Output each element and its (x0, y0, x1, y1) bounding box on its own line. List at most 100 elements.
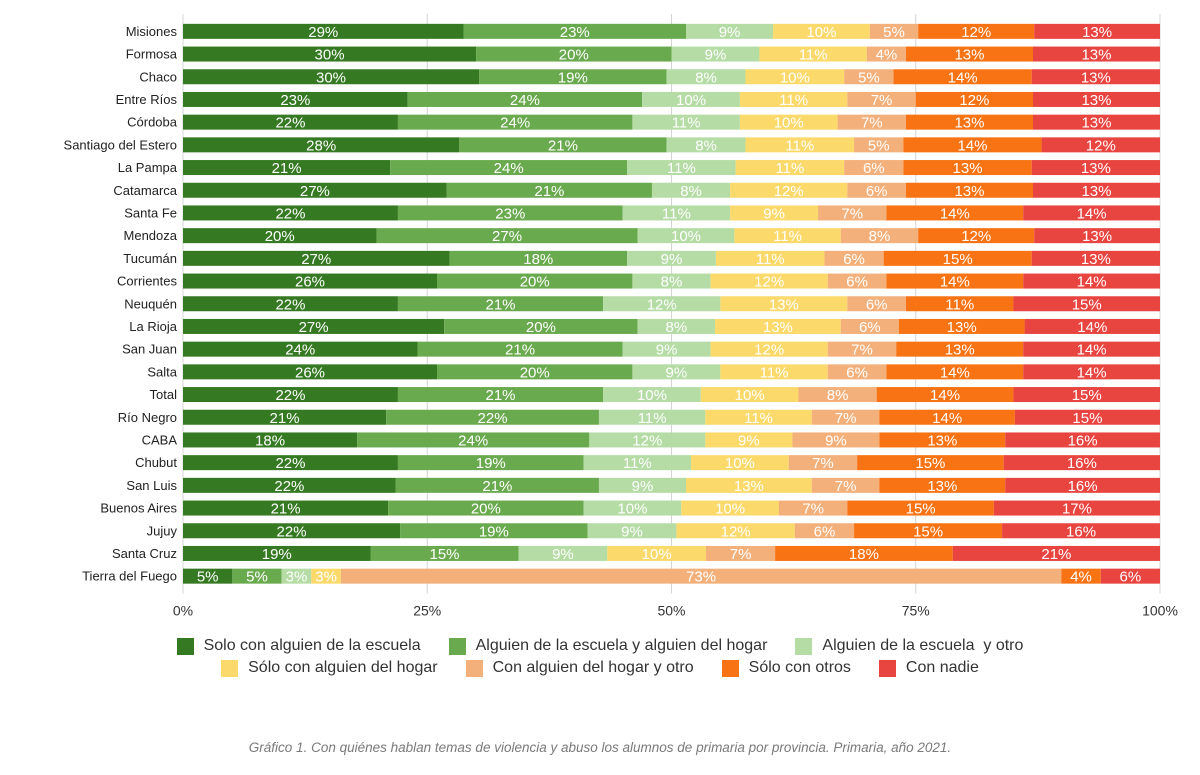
data-label: 8% (827, 387, 849, 404)
data-label: 20% (526, 319, 556, 336)
x-axis-ticks: 0% 25% 50% 75% 100% (173, 603, 1178, 619)
bar-segment (1013, 387, 1160, 403)
category-label: Formosa (126, 47, 178, 62)
data-label: 9% (763, 205, 785, 222)
data-label: 14% (932, 410, 962, 427)
bar-segment (232, 568, 282, 584)
bar-segment (1034, 23, 1160, 39)
data-label: 10% (642, 546, 672, 563)
bar-segment (1031, 160, 1160, 176)
bar-segment (827, 273, 887, 289)
data-label: 14% (1077, 319, 1107, 336)
bar-segment (745, 137, 855, 153)
bar-segment (1041, 137, 1160, 153)
bar-segment (183, 318, 445, 334)
data-label: 19% (558, 69, 588, 86)
bar-segment (183, 114, 398, 130)
bar-segment (896, 341, 1024, 357)
data-label: 10% (806, 24, 836, 41)
bar-segment (886, 364, 1024, 380)
category-label: Tierra del Fuego (82, 569, 177, 584)
data-label: 6% (843, 251, 865, 268)
bar-segment (686, 23, 774, 39)
data-label: 21% (270, 410, 300, 427)
category-label: Corrientes (117, 274, 177, 289)
bar-segment (587, 523, 677, 539)
data-label: 6% (846, 364, 868, 381)
data-label: 11% (667, 160, 696, 177)
data-label: 13% (769, 296, 799, 313)
bar-segment (183, 46, 477, 62)
legend-item: Alguien de la escuela y otro (795, 637, 1023, 655)
data-label: 15% (943, 251, 973, 268)
bar-segment (183, 477, 396, 493)
x-tick-label: 100% (1142, 603, 1178, 619)
bar-segment (879, 409, 1015, 425)
data-label: 12% (959, 92, 989, 109)
bar-segment (1003, 455, 1160, 471)
bar-segment (397, 387, 604, 403)
bar-segment (446, 182, 652, 198)
bar-segment (417, 341, 623, 357)
bar-segment (632, 364, 721, 380)
data-label: 7% (812, 455, 834, 472)
bar-segment (857, 455, 1004, 471)
bar-segment (183, 69, 480, 85)
data-label: 14% (1077, 342, 1107, 359)
data-label: 16% (1067, 455, 1097, 472)
legend-swatch (448, 637, 466, 655)
data-label: 19% (476, 455, 506, 472)
data-label: 7% (871, 92, 893, 109)
data-label: 14% (940, 364, 970, 381)
chart-caption: Gráfico 1. Con quiénes hablan temas de v… (248, 740, 952, 755)
legend-swatch (221, 659, 239, 677)
legend-item: Sólo con alguien del hogar (221, 659, 438, 677)
data-label: 11% (775, 160, 804, 177)
bar-segment (311, 568, 341, 584)
bar-segment (905, 114, 1033, 130)
bar-segment (1023, 341, 1160, 357)
bar-segment (705, 432, 793, 448)
bar-segment (183, 568, 233, 584)
category-label: Mendoza (124, 228, 178, 243)
bar-segment (734, 228, 841, 244)
data-label: 28% (306, 137, 336, 154)
legend-label: Sólo con otros (748, 659, 851, 676)
data-label: 10% (637, 387, 667, 404)
bar-segment (1014, 409, 1160, 425)
bar-segment (847, 500, 994, 516)
data-label: 24% (510, 92, 540, 109)
data-label: 15% (1072, 387, 1102, 404)
data-label: 7% (841, 205, 863, 222)
category-label: Salta (147, 364, 177, 379)
bar-segment (847, 91, 916, 107)
data-label: 21% (271, 501, 301, 518)
bar-segment (691, 455, 789, 471)
bar-segment (388, 500, 584, 516)
data-label: 16% (1068, 478, 1098, 495)
data-label: 23% (280, 92, 310, 109)
bar-segment (824, 250, 884, 266)
bar-segment (710, 273, 828, 289)
bar-segment (905, 46, 1033, 62)
bar-segment (397, 114, 633, 130)
bar-segment (811, 477, 880, 493)
data-label: 24% (500, 115, 530, 132)
legend-label: Sólo con alguien del hogar (248, 659, 438, 676)
legend-row-1: Solo con alguien de la escuela Alguien de… (0, 637, 1200, 655)
data-label: 6% (814, 523, 836, 540)
data-label: 13% (734, 478, 764, 495)
data-label: 13% (927, 478, 957, 495)
data-label: 29% (308, 24, 338, 41)
data-label: 7% (851, 342, 873, 359)
bar-segment (1002, 523, 1160, 539)
data-label: 11% (744, 410, 773, 427)
bar-segment (437, 364, 633, 380)
bar-segment (1023, 273, 1160, 289)
bar-segment (1034, 228, 1160, 244)
data-label: 7% (835, 410, 857, 427)
data-label: 21% (486, 387, 516, 404)
data-label: 4% (876, 47, 898, 64)
stacked-bar-chart: 29% 23% 9% 10% 5% 12% 13% 30% 20% 9% 11% 4% 13% 13% 30… (64, 14, 1178, 619)
data-label: 8% (695, 69, 717, 86)
